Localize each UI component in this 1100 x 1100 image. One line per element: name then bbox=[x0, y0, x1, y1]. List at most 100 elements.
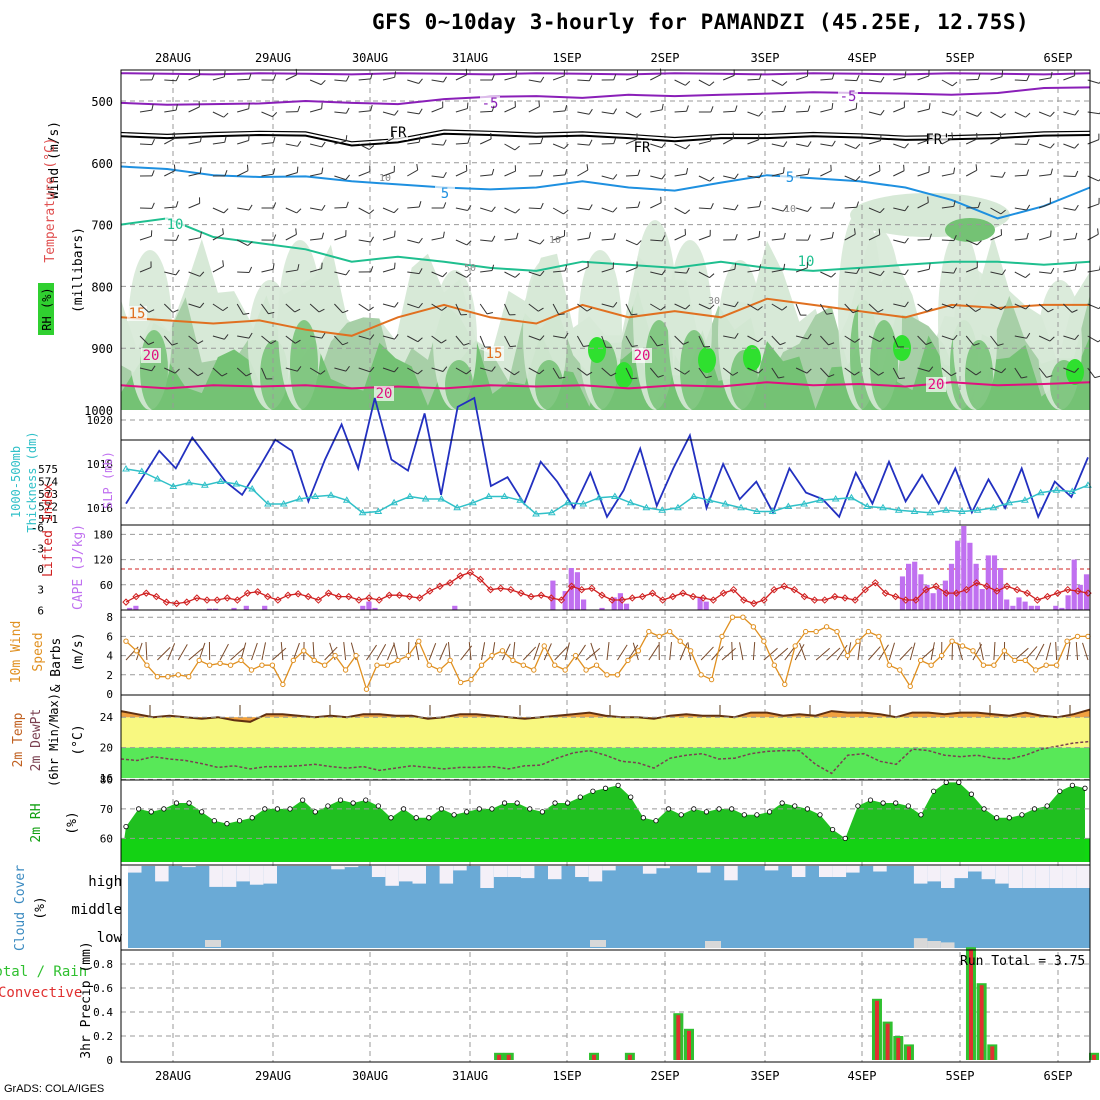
wind-barb bbox=[601, 108, 617, 115]
li-marker bbox=[324, 589, 333, 597]
wind-barb bbox=[212, 367, 228, 377]
wind-barb bbox=[528, 202, 544, 210]
wind-barb bbox=[310, 232, 325, 241]
wind-barb-shaft bbox=[480, 174, 493, 177]
rh-plume-core-7 bbox=[680, 330, 708, 410]
wind-barb-shaft bbox=[552, 303, 560, 315]
li-marker bbox=[952, 589, 961, 597]
wind-barb-flag bbox=[779, 342, 786, 346]
wind10m-marker bbox=[876, 633, 882, 640]
wind-barb bbox=[285, 303, 301, 313]
cape-bar bbox=[360, 605, 366, 610]
wind-barb-shaft bbox=[868, 79, 881, 83]
wind-barb-shaft bbox=[431, 143, 444, 146]
precip-bar-conv bbox=[885, 1023, 890, 1060]
wind-barb bbox=[480, 74, 495, 81]
li-marker bbox=[213, 596, 221, 604]
wind10m-marker bbox=[311, 657, 317, 664]
wind-barb-shaft bbox=[722, 367, 733, 376]
thickness-marker bbox=[453, 503, 462, 511]
wind-barb-shaft bbox=[771, 172, 784, 177]
li-marker bbox=[881, 589, 890, 597]
wind10m-barb bbox=[501, 643, 511, 661]
wind-barb bbox=[966, 73, 981, 81]
wind-barb bbox=[771, 205, 788, 212]
label-2m-rh: 2m RH bbox=[29, 803, 44, 842]
wind-barb-flag bbox=[686, 105, 689, 112]
wind-barb bbox=[820, 271, 836, 278]
wind-barb-shaft bbox=[577, 143, 590, 146]
wind-barb bbox=[358, 104, 373, 113]
wind-barb bbox=[358, 366, 375, 373]
rh2m-marker bbox=[640, 815, 646, 821]
wind-barb bbox=[479, 303, 493, 315]
wind-barb bbox=[625, 239, 642, 246]
thickness-marker bbox=[863, 502, 872, 509]
rh2m-marker bbox=[615, 782, 621, 788]
wind-barb-shaft bbox=[455, 367, 467, 375]
wind10m-barb bbox=[219, 643, 229, 661]
wind10m-marker bbox=[217, 660, 223, 666]
cloud-high-bar bbox=[954, 866, 968, 879]
wind-barb-flag bbox=[661, 173, 666, 180]
wind-barb-shaft bbox=[795, 267, 808, 273]
wind-barb bbox=[358, 303, 374, 311]
thickness-marker bbox=[1021, 496, 1029, 503]
wind10m-marker bbox=[363, 686, 370, 692]
wind-barb-flag bbox=[1049, 111, 1055, 117]
wind-barb-flag bbox=[951, 132, 954, 139]
wind-barb-shaft bbox=[334, 206, 347, 209]
wind10m-marker bbox=[782, 681, 788, 688]
wind-barb-flag bbox=[491, 74, 495, 81]
li-marker bbox=[618, 596, 626, 604]
wind-barb-flag bbox=[171, 342, 178, 346]
thickness-marker bbox=[500, 492, 509, 499]
iso-label-bg-1 bbox=[838, 89, 858, 104]
wind-barb-flag bbox=[273, 202, 277, 209]
wind-barb bbox=[577, 75, 593, 82]
label-3hr-precip: 3hr Precip (mm) bbox=[79, 941, 94, 1058]
wind-barb-flag bbox=[223, 112, 229, 118]
wind-barb-shaft bbox=[334, 111, 347, 114]
wind-barb bbox=[188, 100, 200, 113]
cloud-high-bar bbox=[832, 866, 847, 877]
wind10m-barb bbox=[878, 644, 889, 661]
cape-bar bbox=[899, 576, 906, 610]
wind-barb-flag bbox=[272, 112, 278, 118]
wind10m-marker bbox=[1043, 662, 1049, 668]
rh2m-marker bbox=[262, 806, 268, 812]
wind-barb-flag bbox=[173, 164, 176, 171]
wind-barb bbox=[674, 228, 686, 241]
cloud-high-bar bbox=[819, 866, 833, 877]
rh2m-marker bbox=[1006, 815, 1012, 821]
wind10m-marker bbox=[436, 667, 443, 673]
wind-barb-shaft bbox=[868, 335, 880, 343]
cloud-high-bar bbox=[1035, 866, 1050, 888]
rh2m-marker bbox=[1057, 788, 1063, 794]
wind-barb-flag bbox=[661, 142, 666, 148]
wind-barb-shaft bbox=[139, 109, 152, 113]
slp-line bbox=[125, 396, 1089, 520]
wind-barb-flag bbox=[685, 80, 691, 86]
cloud-high-bar bbox=[724, 866, 738, 881]
wind-barb-shaft bbox=[1038, 143, 1051, 149]
wind-barb bbox=[893, 237, 909, 244]
rh2m-marker bbox=[930, 788, 937, 794]
wind-barb-shaft bbox=[382, 171, 395, 177]
wind-barb-shaft bbox=[1087, 335, 1099, 343]
wind-barb bbox=[844, 74, 860, 82]
wind-barb-shaft bbox=[990, 207, 1002, 215]
thickness-marker bbox=[784, 502, 793, 509]
precip-tick-0.8: 0.8 bbox=[93, 958, 113, 971]
wind-barb bbox=[212, 303, 229, 312]
wind10m-marker bbox=[1074, 633, 1081, 640]
wind-barb-shaft bbox=[455, 207, 468, 212]
wind-barb-shaft bbox=[1014, 111, 1026, 118]
wind-barb-shaft bbox=[893, 239, 906, 244]
wind-barb-shaft bbox=[965, 303, 976, 312]
wind-barb-shaft bbox=[820, 170, 832, 177]
wind-barb-flag bbox=[540, 76, 545, 83]
wind-barb bbox=[309, 79, 326, 86]
wind-barb bbox=[163, 303, 179, 313]
cape-bar bbox=[231, 607, 237, 610]
